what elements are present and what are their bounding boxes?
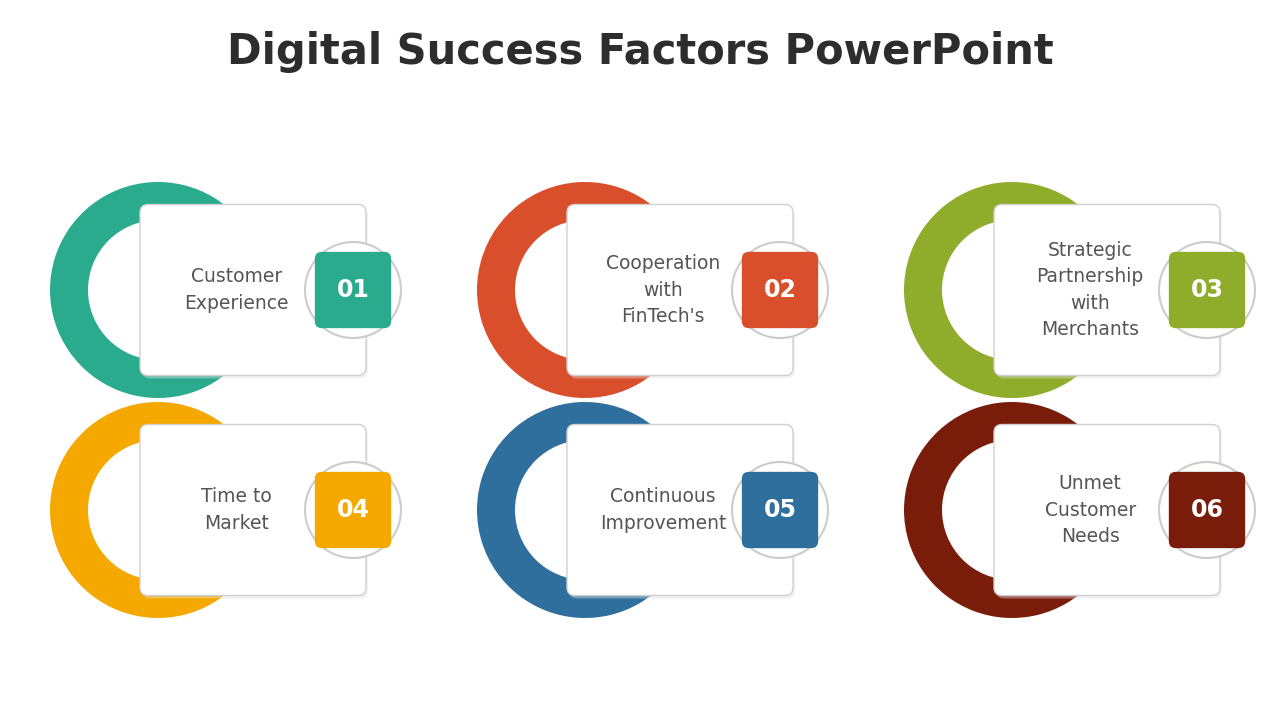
Circle shape — [942, 220, 1082, 360]
Circle shape — [732, 242, 828, 338]
Circle shape — [305, 462, 401, 558]
Wedge shape — [904, 402, 1092, 618]
Text: Time to
Market: Time to Market — [201, 487, 271, 533]
FancyBboxPatch shape — [570, 207, 795, 379]
Wedge shape — [50, 402, 238, 618]
Text: 06: 06 — [1190, 498, 1224, 522]
FancyBboxPatch shape — [567, 425, 794, 595]
Text: 05: 05 — [763, 498, 796, 522]
FancyBboxPatch shape — [1169, 252, 1245, 328]
FancyBboxPatch shape — [315, 252, 392, 328]
Circle shape — [88, 220, 228, 360]
Circle shape — [1158, 242, 1254, 338]
FancyBboxPatch shape — [567, 204, 794, 376]
Text: Customer
Experience: Customer Experience — [184, 267, 288, 312]
FancyBboxPatch shape — [315, 472, 392, 548]
FancyBboxPatch shape — [142, 207, 369, 379]
Circle shape — [88, 440, 228, 580]
FancyBboxPatch shape — [1169, 472, 1245, 548]
FancyBboxPatch shape — [142, 428, 369, 598]
Circle shape — [305, 242, 401, 338]
FancyBboxPatch shape — [140, 204, 366, 376]
Text: Strategic
Partnership
with
Merchants: Strategic Partnership with Merchants — [1037, 240, 1144, 339]
Circle shape — [732, 462, 828, 558]
Text: 01: 01 — [337, 278, 370, 302]
Text: Cooperation
with
FinTech's: Cooperation with FinTech's — [605, 254, 721, 326]
Circle shape — [515, 220, 655, 360]
Text: Digital Success Factors PowerPoint: Digital Success Factors PowerPoint — [227, 31, 1053, 73]
Circle shape — [942, 440, 1082, 580]
Text: Unmet
Customer
Needs: Unmet Customer Needs — [1044, 474, 1135, 546]
FancyBboxPatch shape — [742, 252, 818, 328]
Circle shape — [1158, 462, 1254, 558]
Text: 04: 04 — [337, 498, 370, 522]
Wedge shape — [50, 182, 238, 398]
Text: Continuous
Improvement: Continuous Improvement — [600, 487, 726, 533]
FancyBboxPatch shape — [995, 425, 1220, 595]
Wedge shape — [477, 402, 666, 618]
FancyBboxPatch shape — [996, 428, 1222, 598]
FancyBboxPatch shape — [140, 425, 366, 595]
FancyBboxPatch shape — [570, 428, 795, 598]
FancyBboxPatch shape — [742, 472, 818, 548]
Text: 02: 02 — [764, 278, 796, 302]
Wedge shape — [477, 182, 666, 398]
Circle shape — [515, 440, 655, 580]
FancyBboxPatch shape — [996, 207, 1222, 379]
Text: 03: 03 — [1190, 278, 1224, 302]
FancyBboxPatch shape — [995, 204, 1220, 376]
Wedge shape — [904, 182, 1092, 398]
